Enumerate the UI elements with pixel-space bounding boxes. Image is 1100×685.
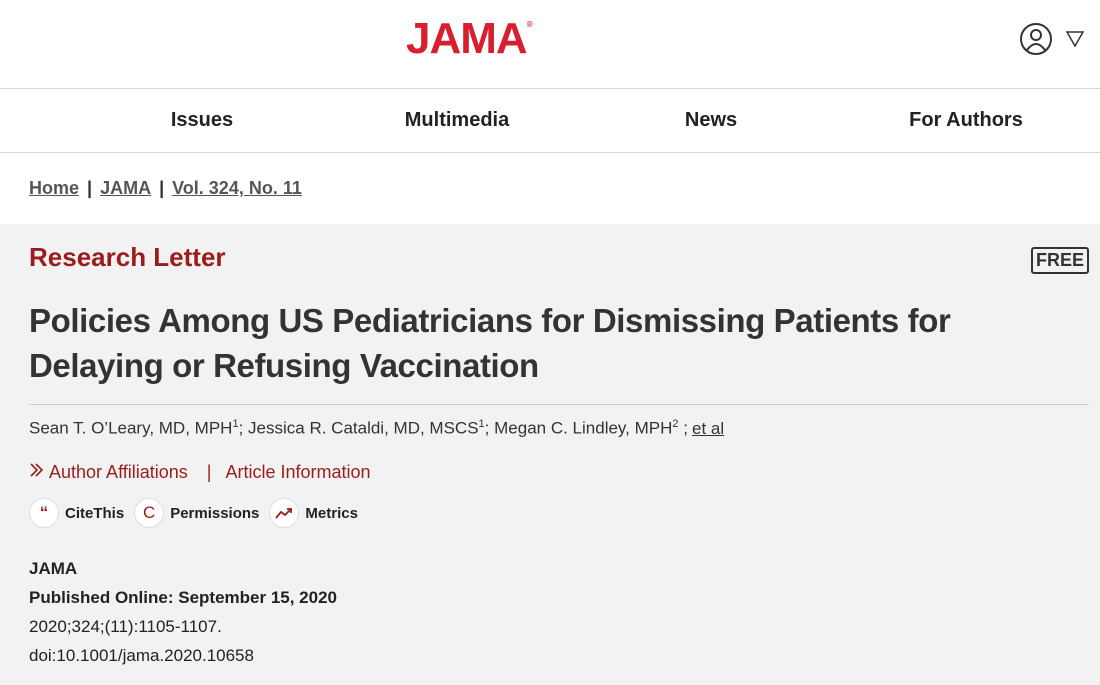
article-info-link[interactable]: Article Information	[225, 462, 371, 482]
article-header: Research Letter FREE Policies Among US P…	[0, 224, 1100, 685]
article-type: Research Letter	[29, 242, 226, 272]
doi: doi:10.1001/jama.2020.10658	[29, 646, 254, 665]
nav-link[interactable]: For Authors	[909, 109, 1023, 131]
et-al-link[interactable]: et al	[691, 418, 725, 438]
tool-label: Metrics	[305, 504, 358, 522]
affiliation: 1	[478, 418, 485, 430]
separator: |	[206, 462, 212, 482]
divider	[29, 404, 1089, 405]
author: Megan C. Lindley, MPH	[494, 418, 673, 438]
separator: ;	[238, 418, 244, 438]
nav-link[interactable]: Issues	[170, 109, 234, 131]
breadcrumb-link[interactable]: Vol. 324, No. 11	[172, 178, 302, 198]
breadcrumb: Home | JAMA | Vol. 324, No. 11	[0, 153, 1100, 224]
nav-bar: Issues Multimedia News For Authors	[0, 89, 1100, 153]
tool-label: Permissions	[170, 504, 260, 522]
author: Sean T. O’Leary, MD, MPH	[29, 418, 233, 438]
separator: ;	[683, 418, 688, 438]
cite-icon: “	[29, 498, 59, 528]
author: Jessica R. Cataldi, MD, MSCS	[248, 418, 479, 438]
article-links: Author Affiliations | Article Informatio…	[29, 462, 371, 483]
affiliation: 2	[672, 418, 679, 430]
header: JAMA®	[0, 0, 1100, 89]
logo-text[interactable]: JAMA	[406, 14, 528, 63]
metrics-icon	[269, 498, 300, 528]
permissions-icon: C	[134, 498, 165, 528]
affiliations-link[interactable]: Author Affiliations	[49, 462, 188, 482]
separator: ;	[484, 418, 490, 438]
tool-label: CiteThis	[65, 504, 125, 522]
citation-block: JAMA Published Online: September 15, 202…	[29, 554, 337, 670]
authors: Sean T. O’Leary, MD, MPH1; Jessica R. Ca…	[29, 418, 724, 439]
separator: |	[159, 178, 165, 198]
separator: |	[87, 178, 93, 198]
logo[interactable]: JAMA®	[406, 14, 533, 64]
chevron-icon	[30, 463, 44, 477]
breadcrumb-link[interactable]: Home	[29, 178, 80, 198]
logo-mark: ®	[526, 20, 533, 29]
metrics-button[interactable]: Metrics	[269, 498, 358, 528]
affiliation: 1	[232, 418, 239, 430]
nav-link[interactable]: Multimedia	[404, 109, 510, 131]
nav-link[interactable]: News	[684, 109, 738, 131]
journal: JAMA	[29, 559, 78, 578]
permissions-button[interactable]: C Permissions	[134, 498, 259, 528]
free-badge: FREE	[1030, 247, 1089, 274]
tools: “ CiteThis C Permissions Metrics	[29, 498, 358, 528]
breadcrumb-link[interactable]: JAMA	[100, 178, 152, 198]
published-date: Published Online: September 15, 2020	[29, 588, 337, 607]
user-menu[interactable]	[1020, 22, 1090, 62]
article-title: Policies Among US Pediatricians for Dism…	[29, 302, 951, 384]
cite-button[interactable]: “ CiteThis	[29, 498, 124, 528]
citation: 2020;324;(11):1105-1107.	[29, 617, 222, 636]
